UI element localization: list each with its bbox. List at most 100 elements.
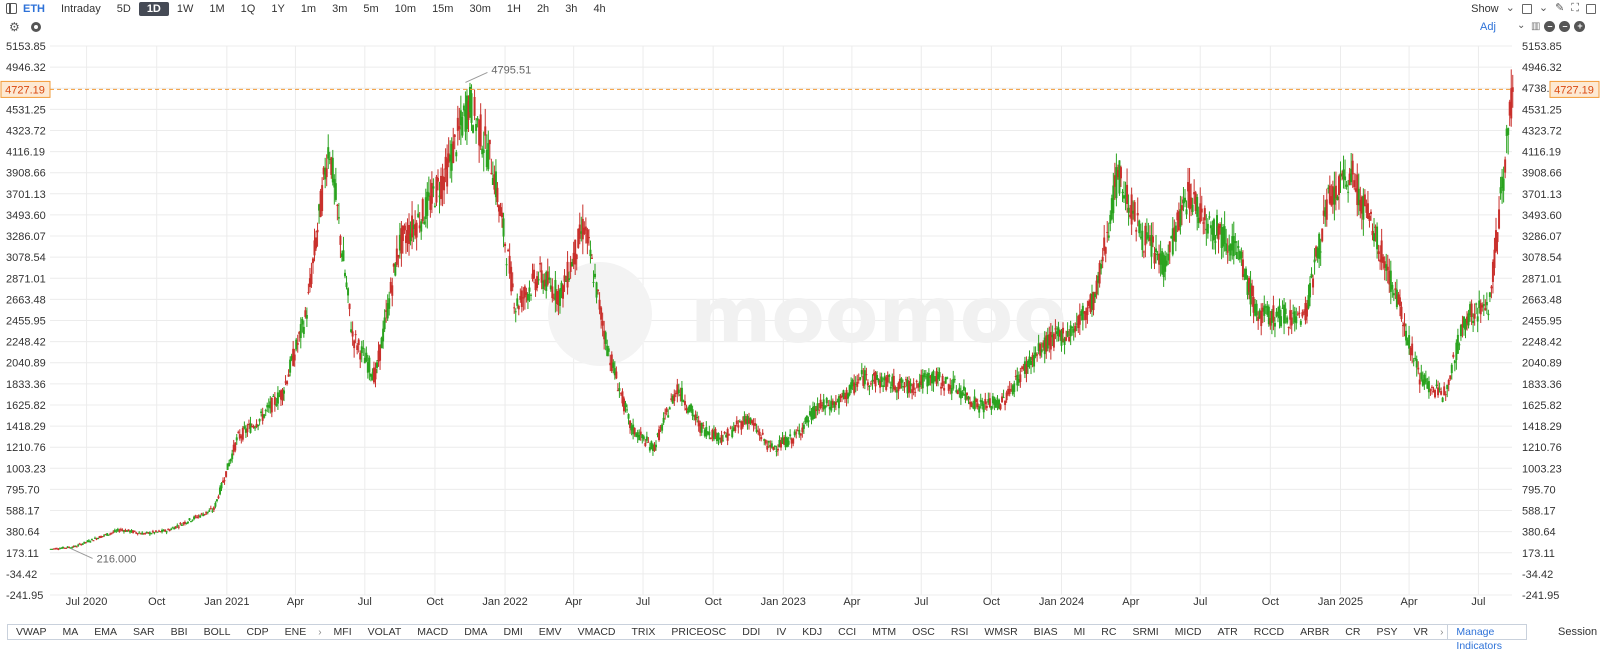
indicator-trix[interactable]: TRIX: [631, 626, 656, 638]
indicator-srmi[interactable]: SRMI: [1132, 626, 1159, 638]
price-chart[interactable]: 5153.855153.854946.324946.324738.784738.…: [0, 36, 1600, 610]
gear-icon[interactable]: ⚙: [9, 20, 20, 34]
indicator-cdp[interactable]: CDP: [246, 626, 269, 638]
chevron-down-icon[interactable]: ⌄: [1538, 2, 1549, 14]
indicator-psy[interactable]: PSY: [1376, 626, 1398, 638]
minus-circle-icon[interactable]: –: [1544, 21, 1556, 32]
candle-body: [472, 125, 475, 133]
indicator-cr[interactable]: CR: [1345, 626, 1361, 638]
period-tab-30m[interactable]: 30m: [469, 2, 491, 15]
candle-body: [529, 294, 532, 296]
zoom-in-icon[interactable]: +: [1574, 21, 1586, 32]
candle-body: [696, 417, 699, 419]
indicator-arbr[interactable]: ARBR: [1300, 626, 1330, 638]
period-tab-1m[interactable]: 1M: [209, 2, 225, 15]
indicator-priceosc[interactable]: PRICEOSC: [671, 626, 727, 638]
pencil-icon[interactable]: ✎: [1555, 2, 1565, 14]
indicator-rccd[interactable]: RCCD: [1253, 626, 1285, 638]
candle-body: [723, 431, 726, 434]
eye-icon[interactable]: [31, 22, 41, 32]
period-tab-15m[interactable]: 15m: [432, 2, 454, 15]
y-tick-label-left: 4323.72: [6, 125, 46, 137]
candle-body: [116, 528, 119, 531]
candle-body: [1344, 176, 1347, 181]
candle-body: [937, 374, 940, 380]
indicator-sar[interactable]: SAR: [133, 626, 155, 638]
indicator-bias[interactable]: BIAS: [1033, 626, 1058, 638]
indicator-micd[interactable]: MICD: [1174, 626, 1202, 638]
period-tab-intraday[interactable]: Intraday: [61, 2, 101, 15]
session-label[interactable]: Session: [1558, 626, 1598, 638]
period-tab-1h[interactable]: 1H: [506, 2, 521, 15]
candle-body: [1331, 186, 1334, 205]
chevron-down-icon[interactable]: ⌄: [1505, 2, 1515, 14]
candle-body: [1287, 327, 1290, 329]
indicator-mfi[interactable]: MFI: [333, 626, 352, 638]
period-tab-1m[interactable]: 1m: [300, 2, 317, 15]
indicator-mtm[interactable]: MTM: [872, 626, 897, 638]
period-tab-10m[interactable]: 10m: [394, 2, 417, 15]
indicator-volat[interactable]: VOLAT: [367, 626, 402, 638]
candle-body: [1036, 354, 1039, 356]
period-tab-1q[interactable]: 1Q: [240, 2, 256, 15]
period-tab-1y[interactable]: 1Y: [271, 2, 285, 15]
indicator-dmi[interactable]: DMI: [503, 626, 523, 638]
candle-body: [700, 422, 703, 433]
indicator-rc[interactable]: RC: [1101, 626, 1117, 638]
candle-body: [372, 367, 375, 383]
candle-body: [1011, 385, 1014, 395]
period-tab-1w[interactable]: 1W: [176, 2, 194, 15]
candle-body: [1028, 356, 1031, 364]
period-tab-3m[interactable]: 3m: [332, 2, 348, 15]
candle-body: [1464, 320, 1467, 330]
indicator-cci[interactable]: CCI: [838, 626, 857, 638]
candle-body: [66, 546, 69, 548]
indicator-ema[interactable]: EMA: [94, 626, 118, 638]
indicator-osc[interactable]: OSC: [912, 626, 935, 638]
indicator-iv[interactable]: IV: [776, 626, 787, 638]
candle-body: [1472, 320, 1475, 324]
chevron-down-icon[interactable]: ⌄: [1517, 20, 1526, 31]
candle-body: [744, 418, 747, 424]
indicator-emv[interactable]: EMV: [538, 626, 562, 638]
indicator-vmacd[interactable]: VMACD: [577, 626, 616, 638]
indicator-ene[interactable]: ENE: [284, 626, 307, 638]
manage-indicators-button[interactable]: Manage Indicators: [1447, 625, 1526, 652]
indicator-macd[interactable]: MACD: [417, 626, 449, 638]
sidebar-toggle-icon[interactable]: [6, 3, 17, 14]
candle-body: [215, 499, 218, 502]
period-tab-3h[interactable]: 3h: [565, 2, 578, 15]
period-tab-5d[interactable]: 5D: [116, 2, 131, 15]
indicator-atr[interactable]: ATR: [1217, 626, 1238, 638]
scroll-chevron-icon[interactable]: ›: [1440, 626, 1444, 638]
candle-body: [1278, 305, 1281, 319]
indicator-ma[interactable]: MA: [62, 626, 79, 638]
scroll-chevron-icon[interactable]: ›: [318, 626, 322, 638]
candle-body: [1260, 310, 1263, 327]
ticker-symbol[interactable]: ETH: [23, 2, 45, 15]
candle-body: [1081, 305, 1084, 321]
indicator-kdj[interactable]: KDJ: [802, 626, 823, 638]
show-dropdown[interactable]: Show: [1471, 2, 1499, 15]
indicator-dma[interactable]: DMA: [464, 626, 488, 638]
indicator-rsi[interactable]: RSI: [950, 626, 969, 638]
candle-body: [403, 225, 406, 231]
adj-dropdown[interactable]: Adj: [1480, 21, 1496, 33]
indicator-ddi[interactable]: DDI: [742, 626, 761, 638]
indicator-bbi[interactable]: BBI: [170, 626, 188, 638]
zoom-out-icon[interactable]: –: [1559, 21, 1571, 32]
checkbox-icon[interactable]: [1521, 3, 1532, 14]
period-tab-2h[interactable]: 2h: [536, 2, 550, 15]
period-tab-1d[interactable]: 1D: [138, 1, 169, 16]
indicator-wmsr[interactable]: WMSR: [984, 626, 1018, 638]
fullscreen-icon[interactable]: ⛶: [1571, 2, 1579, 14]
indicator-vr[interactable]: VR: [1413, 626, 1429, 638]
indicator-vwap[interactable]: VWAP: [16, 626, 47, 638]
period-tab-4h[interactable]: 4h: [593, 2, 606, 15]
chart-type-icon[interactable]: ▥: [1531, 21, 1541, 32]
panel-toggle-icon[interactable]: [1586, 3, 1596, 14]
indicator-boll[interactable]: BOLL: [203, 626, 231, 638]
candle-body: [839, 395, 842, 398]
period-tab-5m[interactable]: 5m: [363, 2, 379, 15]
indicator-mi[interactable]: MI: [1073, 626, 1086, 638]
